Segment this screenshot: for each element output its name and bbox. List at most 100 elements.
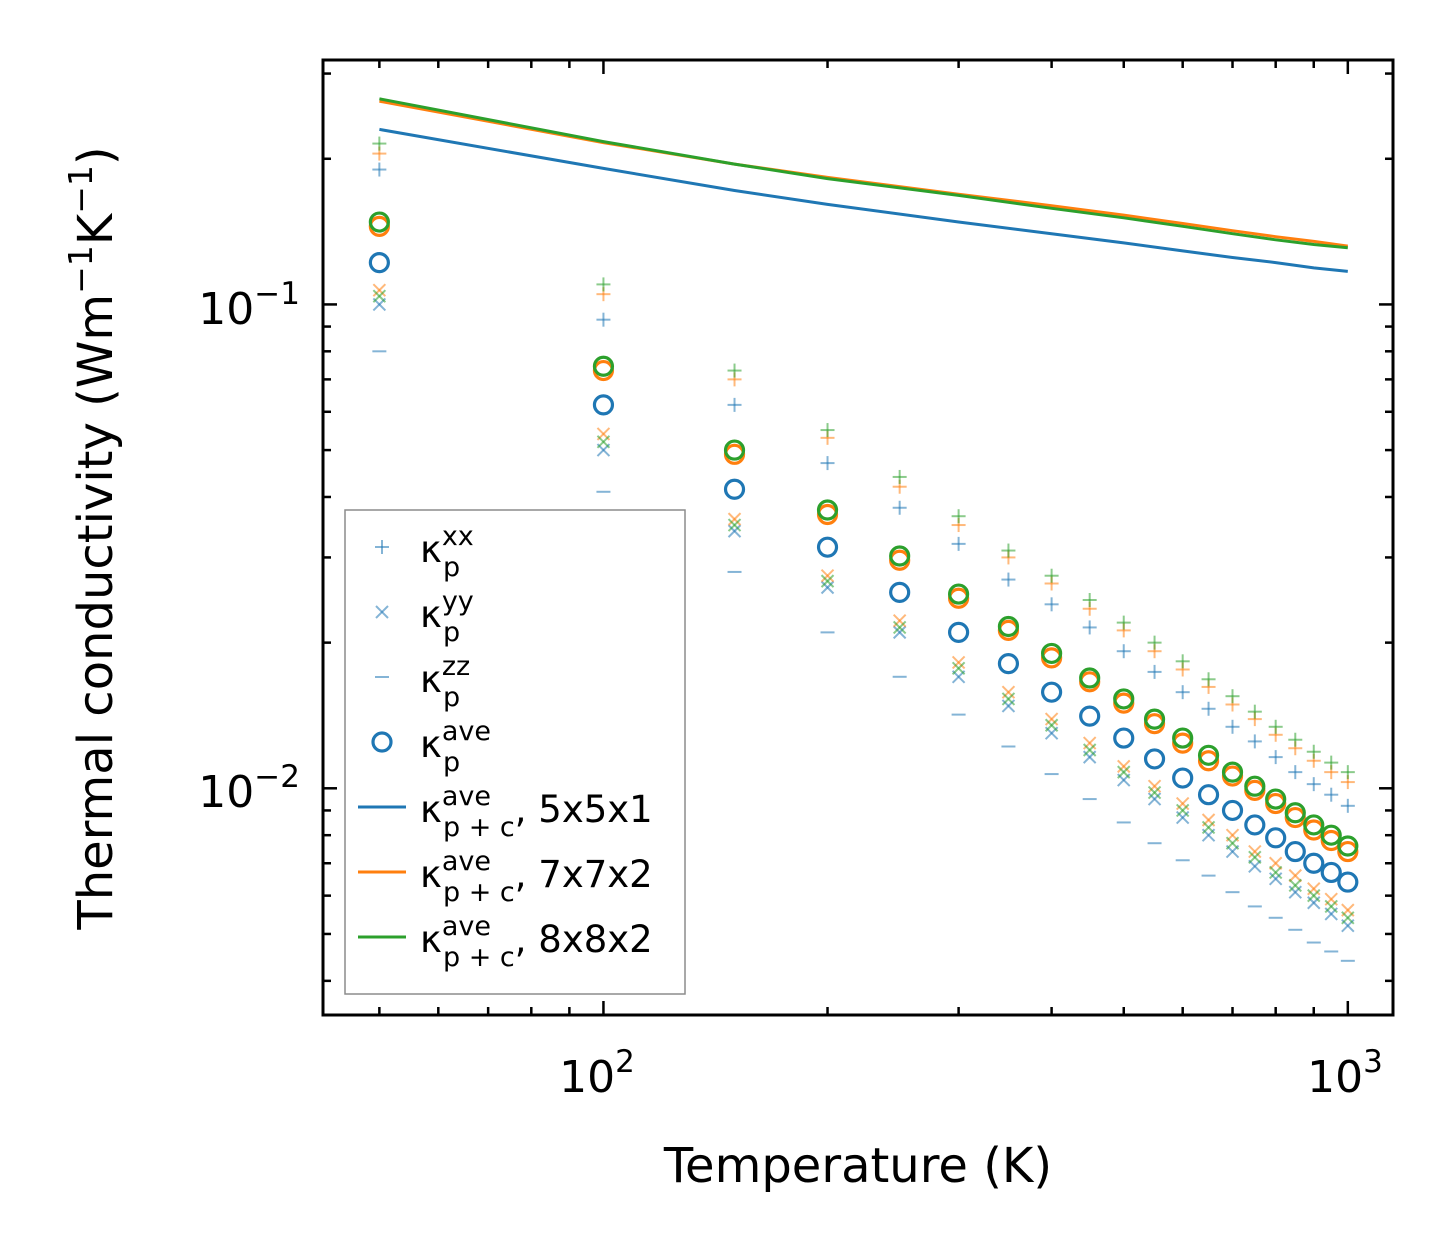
cross-marker xyxy=(372,289,387,303)
plus-marker xyxy=(1116,615,1131,630)
cross-marker xyxy=(1082,743,1097,757)
cross-marker xyxy=(892,625,907,640)
legend-label-kappa-p-xx: κxx p xyxy=(420,521,474,583)
circle-marker xyxy=(1265,827,1287,849)
circle-marker xyxy=(1221,799,1244,822)
circle-marker xyxy=(997,653,1020,675)
legend-label-kappa-p-zz: κzz p xyxy=(420,651,470,713)
circle-marker xyxy=(1079,667,1101,689)
cross-marker xyxy=(1288,878,1302,893)
circle-marker xyxy=(1143,708,1166,730)
legend: κxx p κyy p κzz p κave p κave p + c, 5x5x1 κa… xyxy=(344,509,686,995)
plus-marker xyxy=(1147,635,1162,650)
series-kappa-p-xx-8x8x2 xyxy=(372,136,1355,780)
circle-marker xyxy=(948,583,970,605)
circle-marker xyxy=(889,545,911,567)
circle-marker xyxy=(1113,688,1135,710)
cross-marker xyxy=(1117,759,1131,774)
cross-marker xyxy=(1147,792,1162,806)
legend-markers xyxy=(358,540,406,939)
cross-marker xyxy=(1341,911,1355,925)
circle-marker xyxy=(1244,814,1266,836)
plus-marker xyxy=(372,136,387,151)
cross-marker xyxy=(727,518,742,532)
circle-marker xyxy=(1041,681,1063,703)
circle-marker xyxy=(1337,840,1359,863)
x-axis-title: Temperature (K) xyxy=(663,1138,1052,1194)
plus-marker xyxy=(1082,620,1097,635)
circle-marker xyxy=(1079,705,1101,727)
plus-marker xyxy=(727,397,742,412)
circle-marker xyxy=(1197,744,1220,766)
cross-marker xyxy=(1117,765,1131,779)
cross-marker xyxy=(951,661,966,676)
circle-marker xyxy=(1320,824,1342,846)
plus-marker xyxy=(1306,777,1321,792)
circle-marker xyxy=(1041,642,1063,665)
line-mark xyxy=(379,97,1348,250)
plus-marker xyxy=(1247,704,1262,719)
line-mark xyxy=(379,127,1348,273)
plus-marker xyxy=(1116,644,1131,659)
circle-marker xyxy=(816,499,839,521)
cross-marker xyxy=(820,569,835,583)
cross-marker xyxy=(1268,872,1283,886)
cross-marker xyxy=(1307,888,1321,903)
plus-marker xyxy=(1340,765,1355,780)
plus-marker xyxy=(820,456,835,471)
cross-marker xyxy=(892,620,907,635)
plus-marker xyxy=(892,469,907,484)
y-tick-label-0.01: 10−2 xyxy=(198,759,300,818)
plus-marker xyxy=(1288,732,1303,747)
plus-marker xyxy=(1001,572,1016,587)
cross-marker xyxy=(820,580,835,595)
plus-marker xyxy=(892,500,907,515)
plus-marker xyxy=(820,423,835,438)
circle-marker xyxy=(1197,784,1220,806)
cross-marker xyxy=(1324,899,1338,914)
circle-marker xyxy=(1320,861,1342,884)
cross-marker xyxy=(951,655,966,670)
circle-marker xyxy=(889,581,911,604)
series-kappa-p-c-ave-8x8x2 xyxy=(379,97,1348,250)
cross-marker xyxy=(1001,692,1016,706)
plus-marker xyxy=(1175,654,1190,669)
cross-marker xyxy=(372,283,387,297)
cross-marker xyxy=(1147,779,1162,793)
series-kappa-p-ave-8x8x2 xyxy=(368,211,1359,857)
legend-label-kappa-p-yy: κyy p xyxy=(420,586,474,648)
circle-marker xyxy=(368,211,390,233)
circle-marker xyxy=(592,355,615,377)
plus-marker xyxy=(1044,568,1059,583)
plus-marker xyxy=(1082,592,1097,607)
cross-marker xyxy=(1175,803,1190,818)
cross-marker xyxy=(727,512,742,526)
circle-marker xyxy=(948,621,970,643)
circle-marker xyxy=(1244,775,1266,797)
circle-marker xyxy=(816,536,839,558)
cross-marker xyxy=(1201,820,1216,835)
circle-marker xyxy=(723,439,746,461)
legend-circle-marker xyxy=(371,731,393,753)
cross-marker xyxy=(596,435,611,449)
circle-marker xyxy=(1143,748,1166,770)
plus-marker xyxy=(1324,787,1339,802)
circle-marker xyxy=(723,478,746,500)
circle-marker xyxy=(1172,767,1194,789)
cross-marker xyxy=(1248,844,1262,859)
circle-marker xyxy=(1337,835,1359,857)
series-kappa-p-ave-5x5x1 xyxy=(368,252,1359,893)
circle-marker xyxy=(1284,840,1306,863)
legend-plus-marker xyxy=(375,540,389,554)
series-kappa-p-c-ave-5x5x1 xyxy=(379,127,1348,273)
cross-marker xyxy=(820,574,835,588)
plus-marker xyxy=(1001,543,1016,558)
legend-cross-marker xyxy=(375,605,389,619)
circle-marker xyxy=(1113,727,1135,749)
series-layer xyxy=(368,97,1359,962)
plus-marker xyxy=(951,536,966,551)
plus-marker xyxy=(1147,664,1162,679)
cross-marker xyxy=(1044,712,1059,726)
plus-marker xyxy=(1225,719,1240,734)
